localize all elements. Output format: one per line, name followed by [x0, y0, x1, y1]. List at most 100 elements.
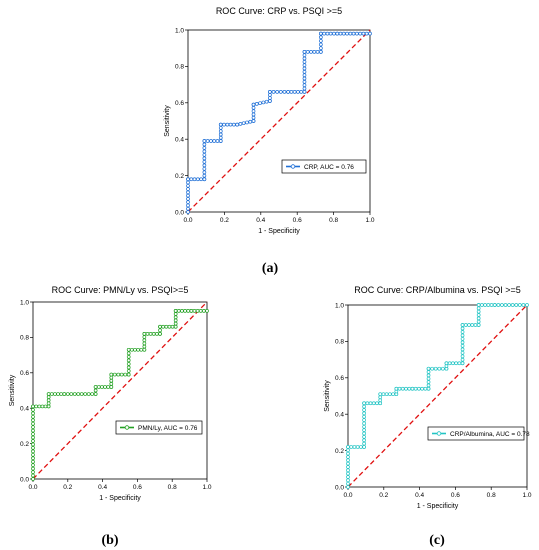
roc-point — [302, 80, 307, 84]
roc-point — [31, 439, 35, 443]
roc-point — [248, 119, 253, 124]
roc-point — [426, 370, 431, 374]
roc-point — [186, 200, 190, 205]
roc-point — [355, 31, 359, 36]
roc-point — [309, 49, 313, 54]
roc-point — [476, 319, 481, 324]
roc-point — [106, 385, 111, 389]
roc-point — [176, 309, 181, 313]
roc-point — [31, 473, 35, 478]
roc-point — [302, 76, 307, 81]
roc-point — [476, 309, 481, 314]
roc-point — [31, 421, 35, 426]
y-axis-label: Sensitivity — [324, 380, 331, 412]
y-tick-label: 1.0 — [20, 299, 29, 306]
roc-point — [34, 404, 38, 409]
roc-point — [173, 324, 178, 329]
roc-point — [202, 146, 207, 150]
roc-point — [355, 445, 360, 449]
roc-point — [362, 438, 366, 443]
roc-point — [476, 323, 481, 327]
roc-point — [202, 149, 207, 154]
roc-point — [158, 324, 162, 329]
roc-point — [362, 418, 366, 422]
roc-point — [202, 156, 207, 161]
roc-point — [202, 142, 207, 147]
roc-point — [460, 361, 465, 366]
roc-point — [346, 468, 350, 473]
roc-point — [299, 90, 304, 94]
roc-point — [93, 388, 98, 393]
y-tick-label: 0.6 — [175, 100, 184, 107]
x-tick-label: 0.2 — [379, 492, 388, 499]
roc-point — [225, 122, 230, 127]
roc-point — [315, 49, 320, 54]
y-tick-label: 1.0 — [175, 27, 184, 34]
x-tick-label: 0.0 — [183, 217, 192, 224]
roc-point — [90, 392, 95, 396]
roc-point — [352, 445, 357, 449]
roc-point — [93, 392, 98, 396]
roc-point — [186, 197, 190, 201]
roc-point — [186, 190, 190, 195]
roc-point — [345, 31, 349, 36]
roc-point — [198, 309, 203, 313]
roc-point — [123, 372, 128, 377]
roc-point — [346, 485, 350, 489]
y-tick-label: 0.8 — [20, 335, 29, 342]
roc-point — [46, 392, 51, 396]
y-tick-label: 0.4 — [335, 412, 344, 419]
x-tick-label: 0.0 — [343, 492, 352, 499]
roc-point — [31, 442, 35, 447]
roc-point — [31, 404, 35, 409]
roc-point — [410, 386, 415, 391]
roc-point — [192, 309, 197, 313]
roc-point — [286, 90, 290, 94]
roc-point — [362, 421, 366, 426]
reference-diagonal — [347, 304, 528, 488]
roc-point — [368, 31, 372, 36]
roc-point — [76, 392, 81, 396]
roc-point — [142, 335, 147, 339]
x-tick-label: 0.6 — [451, 492, 460, 499]
roc-point — [158, 332, 162, 336]
roc-point — [346, 445, 350, 449]
roc-point — [31, 449, 35, 454]
roc-point — [167, 324, 172, 329]
roc-point — [109, 382, 114, 386]
roc-point — [312, 49, 317, 54]
roc-point — [31, 459, 35, 464]
roc-point — [205, 309, 209, 313]
roc-point — [109, 385, 114, 389]
roc-point — [492, 303, 497, 307]
roc-point — [189, 177, 194, 182]
roc-point — [302, 86, 307, 91]
roc-point — [46, 395, 51, 399]
x-tick-label: 0.6 — [293, 217, 302, 224]
x-axis-label: 1 - Specificity — [99, 495, 141, 502]
roc-point — [183, 309, 187, 313]
roc-point — [133, 347, 137, 352]
roc-point — [319, 42, 323, 47]
roc-point — [31, 432, 35, 436]
roc-point — [268, 90, 272, 94]
roc-point — [202, 170, 207, 175]
x-tick-label: 0.2 — [63, 484, 72, 491]
roc-point — [142, 344, 147, 349]
roc-point — [31, 446, 35, 450]
legend-swatch-marker — [436, 431, 442, 436]
panel-caption: (c) — [429, 533, 445, 548]
roc-point — [218, 126, 223, 130]
roc-point — [460, 337, 465, 341]
roc-point — [460, 326, 465, 331]
roc-point — [126, 372, 131, 377]
y-tick-label: 0.0 — [20, 476, 29, 483]
roc-point — [142, 332, 147, 336]
roc-point — [31, 414, 35, 419]
roc-point — [205, 139, 210, 143]
roc-point — [302, 73, 307, 78]
x-tick-label: 0.2 — [220, 217, 229, 224]
roc-point — [139, 347, 144, 352]
roc-point — [362, 411, 366, 416]
roc-point — [362, 428, 366, 433]
